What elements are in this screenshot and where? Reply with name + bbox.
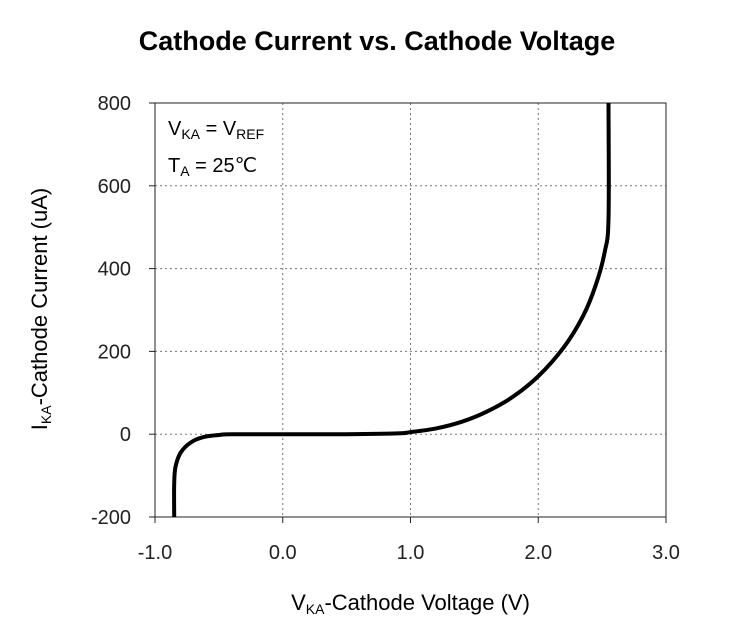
x-axis-label-subscript: KA xyxy=(305,601,325,617)
x-tick-label: 0.0 xyxy=(269,542,297,564)
y-axis-label-text-wrapper: IKA-Cathode Current (uA) xyxy=(27,109,54,509)
x-tick-label: 3.0 xyxy=(652,542,680,564)
y-axis-label-symbol: I xyxy=(27,424,52,431)
x-tick-label: 1.0 xyxy=(397,542,425,564)
annotation-vka-subscript: KA xyxy=(181,126,201,142)
x-axis-label: VKA-Cathode Voltage (V) xyxy=(155,590,666,616)
x-tick-label: 2.0 xyxy=(524,542,552,564)
chart-title: Cathode Current vs. Cathode Voltage xyxy=(138,26,616,56)
annotation-vka-symbol: V xyxy=(168,118,182,140)
y-axis-label-subscript: KA xyxy=(38,405,54,425)
y-tick-label: 800 xyxy=(98,93,131,115)
y-tick-label: 400 xyxy=(98,259,131,281)
y-tick-label: -200 xyxy=(91,507,131,529)
y-tick-label: 600 xyxy=(98,176,131,198)
y-axis-ticks: -200 0 200 400 600 800 xyxy=(91,93,155,529)
annotation-vka-equals: = V xyxy=(200,118,237,140)
annotation-temperature: TA = 25℃ xyxy=(168,153,257,178)
y-tick-label: 200 xyxy=(98,341,131,363)
x-axis-label-symbol: V xyxy=(291,590,306,615)
x-tick-label: -1.0 xyxy=(138,542,172,564)
annotation-ta-symbol: T xyxy=(168,155,181,177)
y-axis-label-text: -Cathode Current (uA) xyxy=(27,187,52,406)
x-axis-ticks: -1.0 0.0 1.0 2.0 3.0 xyxy=(138,517,680,564)
series-line-ika xyxy=(172,102,611,518)
annotation-ta-value: = 25 xyxy=(189,155,235,177)
annotation-ta-subscript: A xyxy=(180,163,190,179)
x-axis-label-text: -Cathode Voltage (V) xyxy=(324,590,530,615)
annotation-vref-subscript: REF xyxy=(236,126,265,142)
y-tick-label: 0 xyxy=(120,424,131,446)
annotation-vka-vref: VKA = VREF xyxy=(168,118,264,141)
annotation-ta-unit: ℃ xyxy=(234,155,258,177)
